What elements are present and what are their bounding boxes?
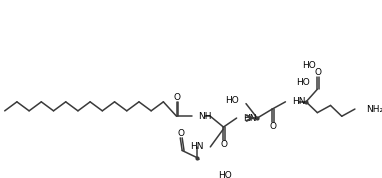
Text: O: O xyxy=(174,93,181,102)
Text: NH₂: NH₂ xyxy=(366,104,382,114)
Text: HO: HO xyxy=(225,96,238,104)
Text: NH: NH xyxy=(198,112,212,121)
Text: HO: HO xyxy=(302,61,316,70)
Text: HN: HN xyxy=(243,114,257,123)
Text: O: O xyxy=(221,140,228,149)
Text: O: O xyxy=(315,68,322,77)
Text: HO: HO xyxy=(218,171,231,178)
Text: HN: HN xyxy=(190,142,204,151)
Text: HO: HO xyxy=(296,77,310,87)
Text: O: O xyxy=(270,122,277,131)
Text: HN: HN xyxy=(292,97,306,106)
Text: O: O xyxy=(178,129,185,138)
